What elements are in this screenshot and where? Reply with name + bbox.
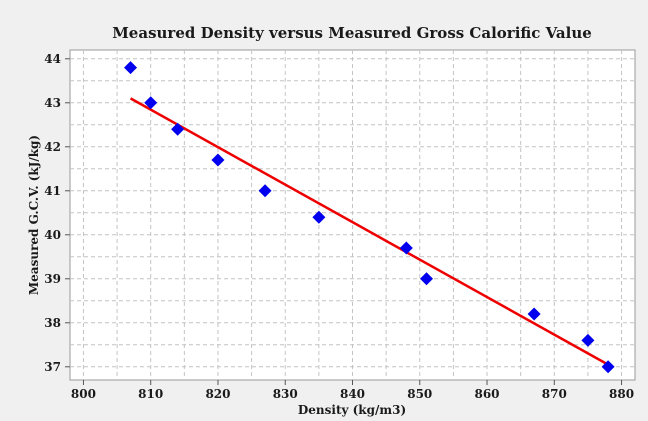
data-point bbox=[124, 61, 138, 75]
y-tick-label: 38 bbox=[44, 316, 61, 330]
fit-line bbox=[129, 97, 609, 366]
x-axis-label: Density (kg/m3) bbox=[298, 403, 406, 417]
data-point bbox=[171, 122, 185, 136]
data-point bbox=[581, 333, 595, 347]
y-tick-label: 39 bbox=[44, 272, 61, 286]
x-tick-label: 830 bbox=[273, 387, 298, 401]
x-tick-label: 870 bbox=[542, 387, 567, 401]
grid-lines bbox=[70, 50, 635, 380]
x-tick-label: 810 bbox=[138, 387, 163, 401]
data-point bbox=[527, 307, 541, 321]
y-tick-label: 42 bbox=[44, 140, 61, 154]
data-points bbox=[124, 61, 615, 374]
x-tick-label: 820 bbox=[205, 387, 230, 401]
data-point bbox=[258, 184, 272, 198]
x-tick-label: 880 bbox=[609, 387, 634, 401]
x-tick-label: 840 bbox=[340, 387, 365, 401]
y-tick-label: 44 bbox=[44, 52, 61, 66]
y-tick-label: 41 bbox=[44, 184, 61, 198]
data-point bbox=[601, 360, 615, 374]
x-tick-label: 860 bbox=[474, 387, 499, 401]
data-point bbox=[312, 210, 326, 224]
fit-line-layer bbox=[129, 97, 609, 366]
y-tick-label: 40 bbox=[44, 228, 61, 242]
y-axis-label: Measured G.C.V. (kJ/kg) bbox=[27, 135, 41, 295]
y-tick-label: 37 bbox=[44, 360, 61, 374]
data-point bbox=[419, 272, 433, 286]
data-point bbox=[399, 241, 413, 255]
x-tick-label: 800 bbox=[71, 387, 96, 401]
y-tick-label: 43 bbox=[44, 96, 61, 110]
chart-title: Measured Density versus Measured Gross C… bbox=[112, 24, 592, 42]
data-point bbox=[144, 96, 158, 110]
x-tick-label: 850 bbox=[407, 387, 432, 401]
axis-ticks: 800 810 820 830 840 850 860 870 880 37 38 39 40 41 42 4… bbox=[44, 52, 634, 401]
data-point bbox=[211, 153, 225, 167]
